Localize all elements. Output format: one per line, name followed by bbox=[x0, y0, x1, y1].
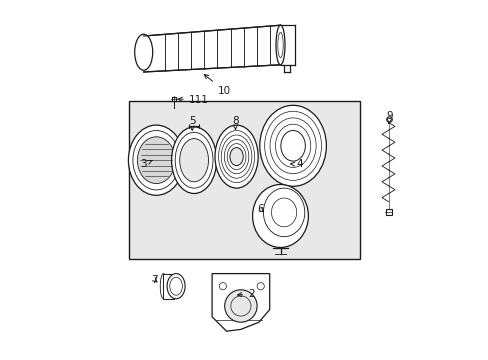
Ellipse shape bbox=[179, 139, 208, 182]
Text: 5: 5 bbox=[188, 116, 195, 130]
Text: 10: 10 bbox=[204, 75, 230, 96]
Ellipse shape bbox=[252, 184, 308, 248]
Ellipse shape bbox=[171, 127, 216, 194]
Ellipse shape bbox=[229, 148, 243, 166]
Circle shape bbox=[224, 290, 257, 322]
Ellipse shape bbox=[275, 25, 285, 65]
Text: 9: 9 bbox=[386, 111, 392, 124]
Text: 2: 2 bbox=[237, 289, 254, 299]
Ellipse shape bbox=[137, 137, 175, 184]
Ellipse shape bbox=[160, 274, 166, 299]
Ellipse shape bbox=[167, 274, 185, 299]
Ellipse shape bbox=[259, 105, 325, 186]
Bar bbox=[163, 274, 174, 299]
Ellipse shape bbox=[215, 125, 258, 188]
Ellipse shape bbox=[280, 130, 305, 161]
Text: 7: 7 bbox=[151, 275, 157, 285]
Text: 4: 4 bbox=[290, 159, 303, 170]
Text: 8: 8 bbox=[231, 116, 238, 129]
Text: 3: 3 bbox=[140, 159, 152, 170]
Ellipse shape bbox=[134, 34, 152, 70]
Text: 6: 6 bbox=[257, 204, 263, 215]
Ellipse shape bbox=[128, 125, 184, 195]
Bar bbox=[129, 101, 359, 259]
Polygon shape bbox=[212, 274, 269, 331]
Polygon shape bbox=[143, 25, 280, 72]
Text: 111: 111 bbox=[178, 95, 208, 105]
